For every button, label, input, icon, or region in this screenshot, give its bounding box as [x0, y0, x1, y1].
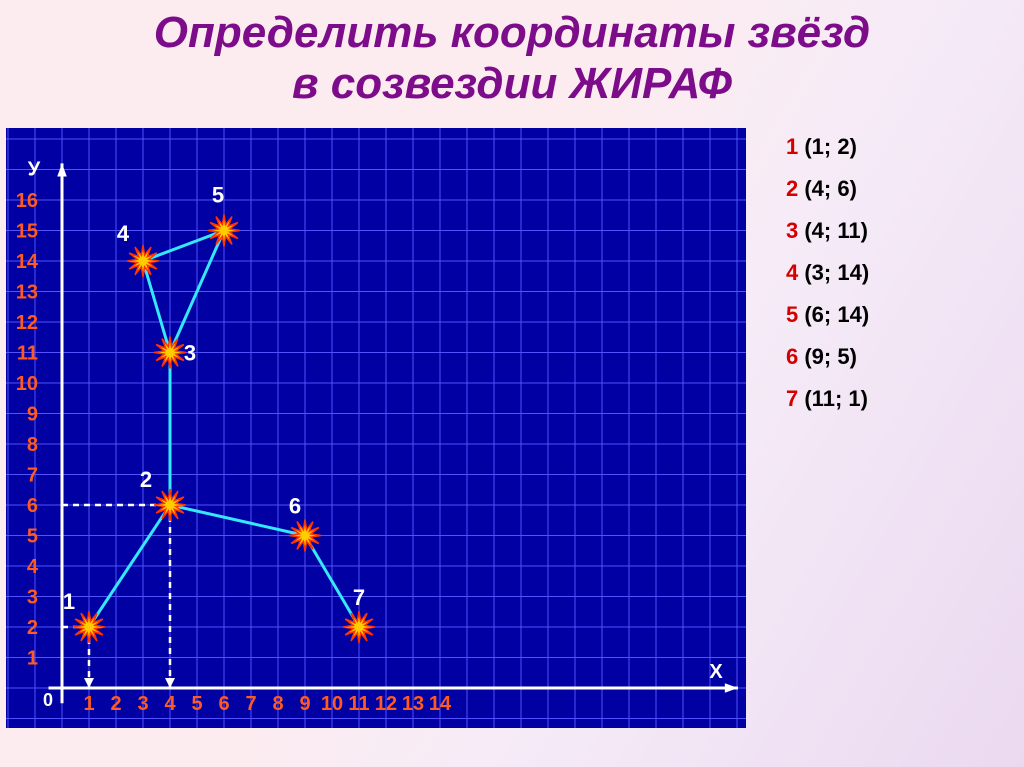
- svg-text:7: 7: [27, 465, 38, 487]
- svg-text:14: 14: [429, 693, 452, 715]
- title-line-2: в созвездии ЖИРАФ: [292, 59, 732, 108]
- svg-text:5: 5: [191, 693, 202, 715]
- svg-text:11: 11: [17, 343, 38, 365]
- svg-text:2: 2: [140, 467, 152, 492]
- svg-text:X: X: [709, 661, 723, 683]
- legend-coords: (3; 14): [804, 260, 869, 285]
- coordinates-legend: 1 (1; 2)2 (4; 6)3 (4; 11)4 (3; 14)5 (6; …: [786, 134, 869, 747]
- slide-title: Определить координаты звёзд в созвездии …: [0, 0, 1024, 109]
- legend-number: 5: [786, 302, 804, 327]
- legend-coords: (6; 14): [804, 302, 869, 327]
- svg-text:4: 4: [27, 556, 39, 578]
- svg-text:10: 10: [321, 693, 343, 715]
- legend-row: 5 (6; 14): [786, 302, 869, 328]
- legend-number: 1: [786, 134, 804, 159]
- svg-text:12: 12: [375, 693, 397, 715]
- svg-text:4: 4: [117, 221, 130, 246]
- chart-svg: УX01234567891011121314123456789101112131…: [6, 128, 746, 728]
- svg-text:5: 5: [27, 526, 38, 548]
- svg-text:7: 7: [245, 693, 256, 715]
- svg-text:13: 13: [402, 693, 424, 715]
- svg-text:4: 4: [164, 693, 176, 715]
- svg-text:15: 15: [16, 221, 38, 243]
- legend-coords: (9; 5): [804, 344, 857, 369]
- svg-text:6: 6: [27, 495, 38, 517]
- svg-text:0: 0: [43, 690, 53, 710]
- svg-text:9: 9: [27, 404, 38, 426]
- legend-number: 3: [786, 218, 804, 243]
- legend-row: 4 (3; 14): [786, 260, 869, 286]
- legend-number: 7: [786, 386, 804, 411]
- svg-text:8: 8: [272, 693, 283, 715]
- svg-text:1: 1: [27, 648, 38, 670]
- legend-row: 7 (11; 1): [786, 386, 869, 412]
- svg-text:5: 5: [212, 183, 224, 208]
- svg-text:1: 1: [63, 589, 75, 614]
- legend-number: 4: [786, 260, 804, 285]
- svg-text:9: 9: [299, 693, 310, 715]
- legend-coords: (1; 2): [804, 134, 857, 159]
- legend-coords: (4; 6): [804, 176, 857, 201]
- svg-text:14: 14: [16, 251, 39, 273]
- title-line-1: Определить координаты звёзд: [154, 8, 870, 57]
- svg-text:12: 12: [16, 312, 38, 334]
- legend-coords: (4; 11): [804, 218, 868, 243]
- svg-text:6: 6: [289, 494, 301, 519]
- svg-text:2: 2: [27, 617, 38, 639]
- svg-text:13: 13: [16, 282, 38, 304]
- svg-text:6: 6: [218, 693, 229, 715]
- legend-coords: (11; 1): [804, 386, 868, 411]
- svg-text:10: 10: [16, 373, 38, 395]
- svg-text:3: 3: [184, 341, 196, 366]
- svg-text:7: 7: [353, 585, 365, 610]
- svg-text:У: У: [28, 159, 41, 181]
- svg-text:11: 11: [348, 693, 369, 715]
- constellation-chart: УX01234567891011121314123456789101112131…: [6, 128, 746, 728]
- legend-row: 2 (4; 6): [786, 176, 869, 202]
- legend-row: 1 (1; 2): [786, 134, 869, 160]
- legend-number: 6: [786, 344, 804, 369]
- svg-text:3: 3: [137, 693, 148, 715]
- svg-text:2: 2: [110, 693, 121, 715]
- svg-text:3: 3: [27, 587, 38, 609]
- legend-row: 3 (4; 11): [786, 218, 869, 244]
- content-area: УX01234567891011121314123456789101112131…: [6, 128, 1014, 747]
- svg-text:1: 1: [83, 693, 94, 715]
- svg-text:16: 16: [16, 190, 38, 212]
- svg-text:8: 8: [27, 434, 38, 456]
- legend-number: 2: [786, 176, 804, 201]
- legend-row: 6 (9; 5): [786, 344, 869, 370]
